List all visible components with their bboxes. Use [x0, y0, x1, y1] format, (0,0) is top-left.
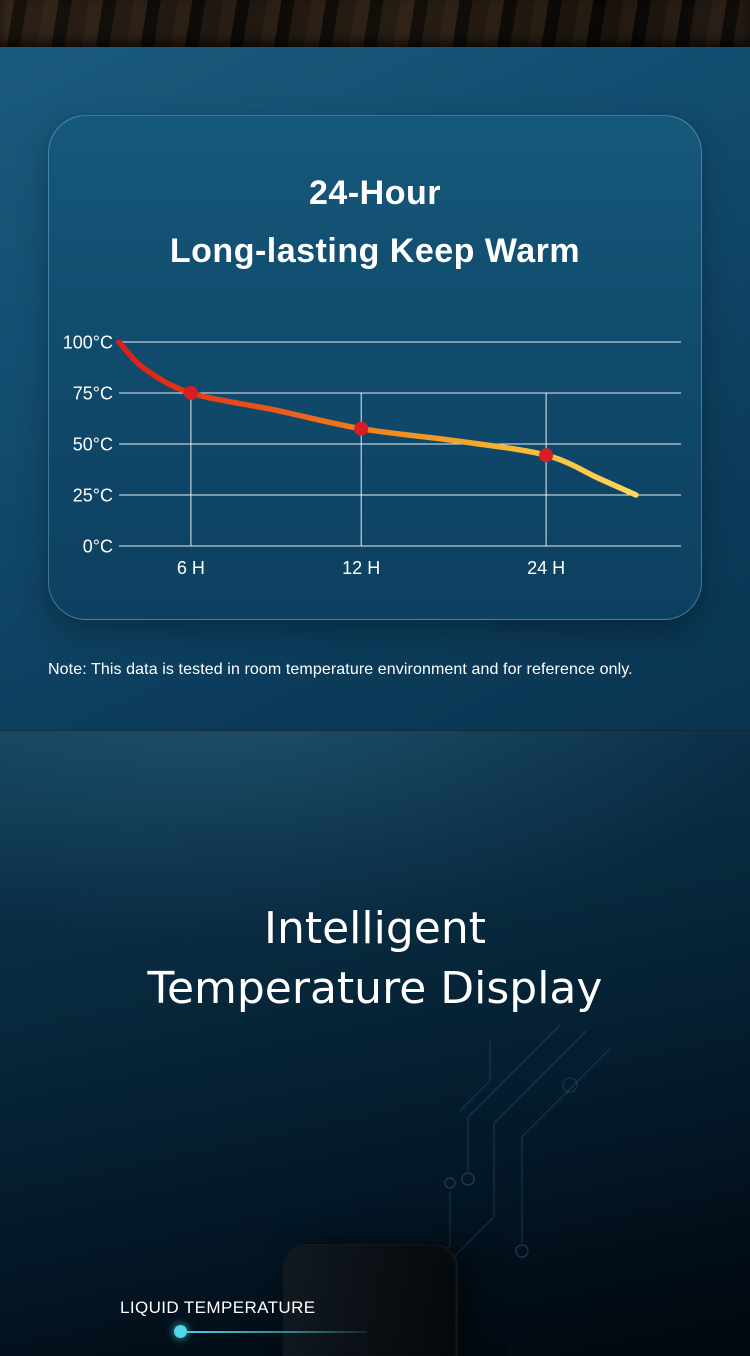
callout-dot [174, 1325, 187, 1338]
svg-text:0°C: 0°C [83, 537, 113, 557]
wood-texture-strip [0, 0, 750, 47]
bottle-silhouette [283, 1244, 458, 1356]
svg-text:75°C: 75°C [73, 384, 113, 404]
liquid-temperature-label: LIQUID TEMPERATURE [120, 1298, 316, 1317]
keep-warm-title-line1: 24-Hour [309, 174, 441, 212]
keep-warm-title-line2: Long-lasting Keep Warm [169, 232, 581, 270]
svg-text:25°C: 25°C [73, 486, 113, 506]
svg-text:100°C: 100°C [63, 333, 113, 353]
temperature-display-title: Intelligent Temperature Display [0, 899, 750, 1019]
display-title-line2: Temperature Display [147, 963, 603, 1014]
svg-text:50°C: 50°C [73, 435, 113, 455]
keep-warm-title: 24-Hour Long-lasting Keep Warm [49, 164, 701, 280]
svg-text:12 H: 12 H [342, 558, 380, 578]
svg-text:24 H: 24 H [527, 558, 565, 578]
keep-warm-section: 24-Hour Long-lasting Keep Warm 100°C 75°C… [0, 47, 750, 730]
temperature-decline-chart: 100°C 75°C 50°C 25°C 0°C 6 H 12 H 24 H [63, 333, 681, 578]
temperature-display-section: Intelligent Temperature Display LIQUID T… [0, 730, 750, 1356]
svg-text:6 H: 6 H [177, 558, 205, 578]
chart-note: Note: This data is tested in room temper… [48, 661, 633, 678]
keep-warm-card: 24-Hour Long-lasting Keep Warm 100°C 75°C… [48, 115, 702, 620]
display-title-line1: Intelligent [264, 903, 486, 954]
callout-leader-line [187, 1331, 367, 1333]
